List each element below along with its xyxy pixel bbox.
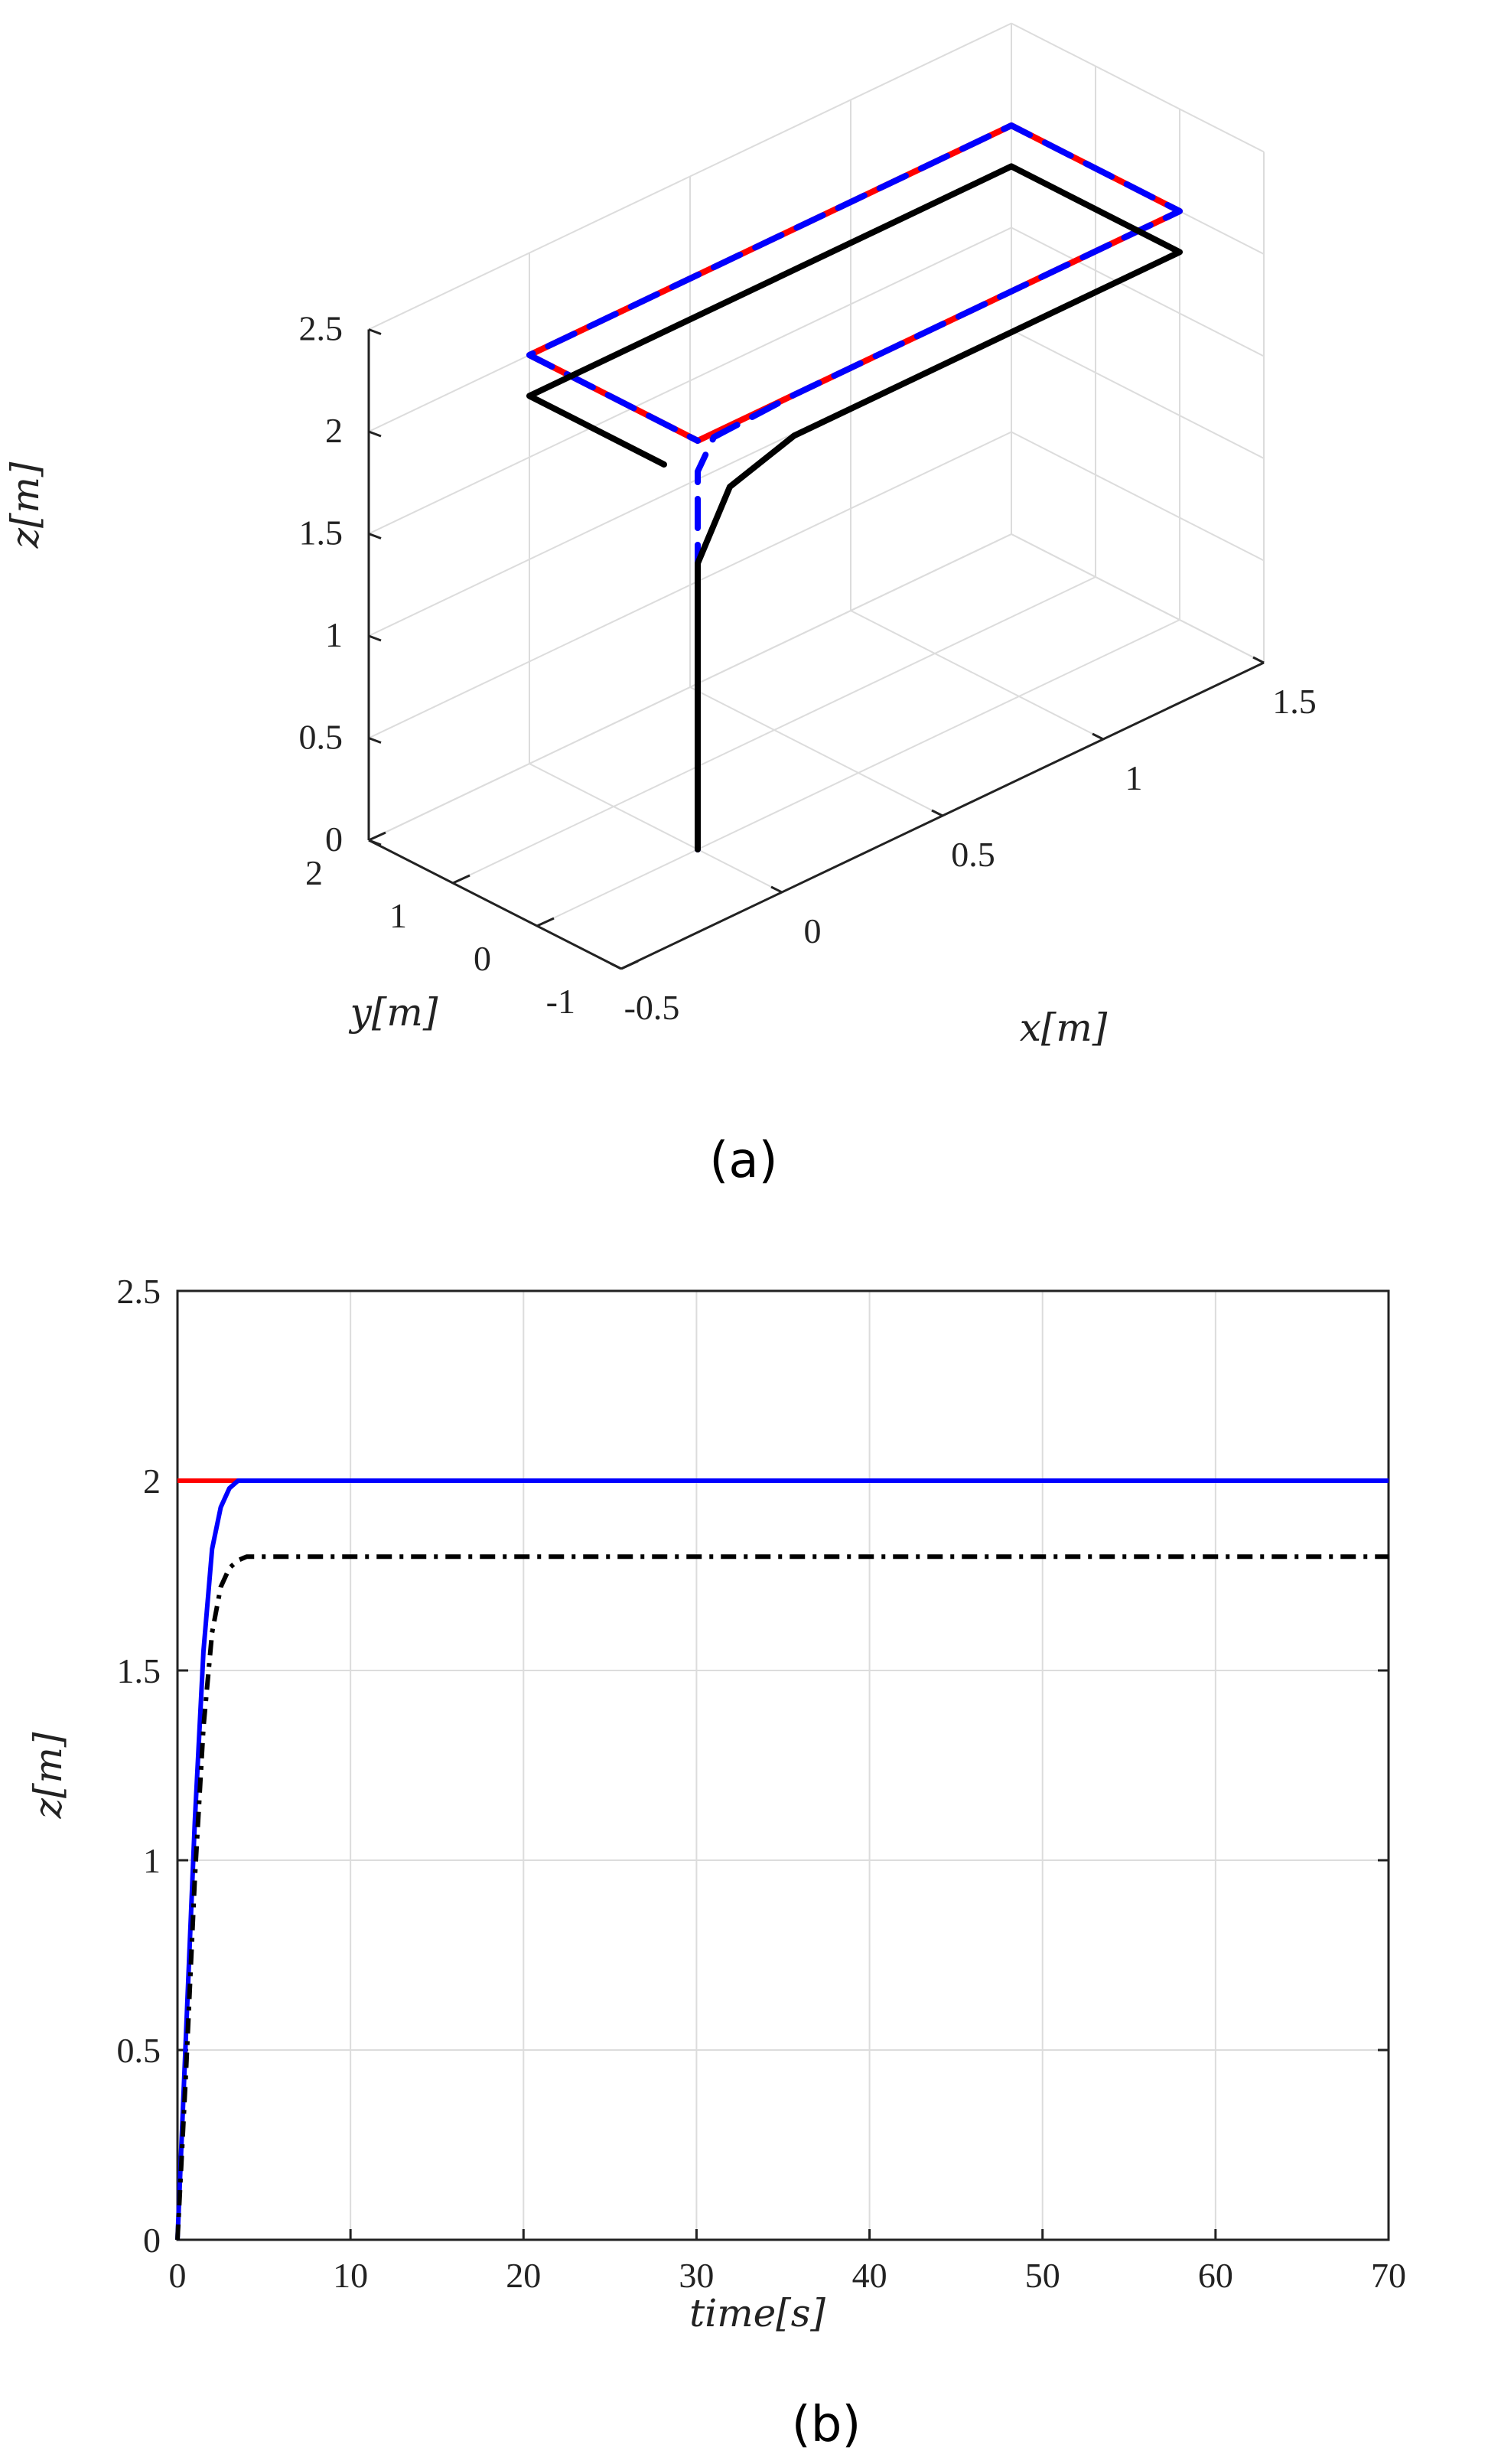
chart-a-zlabel: z[m]: [3, 461, 47, 549]
chart-b-tick-labels: 0 10 20 30 40 50 60 70 0 0.5 1 1.5 2 2.5: [117, 1272, 1407, 2295]
grid-line: [1011, 22, 1265, 153]
grid-line: [1011, 329, 1265, 459]
y-tick-label: 1: [143, 1841, 161, 1880]
x-tick-label: 60: [1198, 2256, 1233, 2295]
z-tick-label: 2: [325, 411, 343, 450]
x-tick-mark: [770, 885, 783, 894]
chart-b-series: [175, 1478, 1389, 2241]
y-tick-mark: [368, 831, 386, 842]
y-tick-mark: [536, 917, 555, 927]
grid-line: [1011, 227, 1265, 357]
x-tick-label: 1.5: [1272, 682, 1317, 721]
x-tick-mark: [1252, 656, 1265, 664]
grid-line: [689, 686, 943, 816]
grid-line: [1011, 431, 1265, 562]
chart-b-line-plot: 0 10 20 30 40 50 60 70 0 0.5 1 1.5 2 2.5 time[s] z[m]: [26, 1272, 1406, 2335]
series-blue-line: [175, 1478, 1389, 2241]
series-blue-trajectory: [526, 122, 1183, 852]
chart-a-axes: [367, 328, 1265, 970]
z-tick-label: 1: [325, 615, 343, 654]
grid-line: [368, 227, 1012, 535]
x-tick-label: 30: [679, 2256, 714, 2295]
x-tick-label: 0.5: [951, 835, 995, 874]
z-tick-mark: [368, 533, 382, 539]
z-tick-mark: [368, 430, 382, 438]
y-tick-label: -1: [546, 982, 575, 1021]
z-tick-mark: [368, 328, 382, 335]
y-tick-label: 1.5: [117, 1651, 161, 1690]
x-tick-label: 1: [1125, 758, 1143, 797]
grid-line: [368, 22, 1012, 331]
chart-a-ylabel: y[m]: [349, 990, 438, 1035]
x-tick-label: 40: [852, 2256, 887, 2295]
grid-line: [850, 610, 1104, 740]
x-tick-mark: [610, 962, 622, 970]
chart-a-xlabel: x[m]: [1020, 1005, 1108, 1050]
grid-line: [452, 576, 1096, 884]
grid-line: [368, 533, 1012, 841]
series-black-trajectory: [526, 163, 1183, 852]
y-tick-mark: [452, 874, 470, 885]
z-tick-mark: [368, 737, 382, 744]
chart-b-xlabel: time[s]: [689, 2291, 825, 2335]
z-tick-label: 0: [325, 820, 343, 859]
chart-a-tick-labels: 0 0.5 1 1.5 2 2.5 -1 0 1 2 -0.5 0 0.5 1 1.5: [299, 309, 1317, 1028]
grid-line: [536, 619, 1180, 927]
y-tick-label: 0.5: [117, 2031, 161, 2070]
x-tick-label: 20: [506, 2256, 541, 2295]
z-tick-mark: [368, 634, 382, 642]
chart-b-gridlines: [176, 1289, 1390, 2241]
z-tick-label: 1.5: [299, 513, 344, 552]
chart-a-series: [526, 122, 1183, 852]
y-tick-label: 1: [389, 896, 407, 935]
chart-b-ylabel: z[m]: [26, 1732, 70, 1819]
y-tick-mark: [620, 960, 639, 970]
x-tick-mark: [931, 809, 943, 817]
x-tick-label: 50: [1025, 2256, 1060, 2295]
y-axis-line: [368, 839, 622, 970]
chart-b-plot-frame: [176, 1289, 1390, 2241]
series-black-line: [175, 1554, 1389, 2241]
series-red-trajectory: [526, 122, 1183, 444]
x-tick-label: 70: [1371, 2256, 1406, 2295]
panel-a-label: (a): [709, 1133, 777, 1189]
grid-line: [368, 431, 1012, 739]
x-tick-label: 10: [333, 2256, 368, 2295]
x-tick-label: -0.5: [624, 988, 680, 1027]
y-tick-label: 2: [143, 1462, 161, 1501]
z-tick-mark: [368, 839, 382, 846]
x-tick-label: 0: [804, 911, 822, 950]
y-tick-label: 0: [143, 2221, 161, 2260]
z-tick-label: 0.5: [299, 718, 344, 757]
x-tick-mark: [1092, 732, 1104, 741]
y-tick-label: 0: [474, 939, 491, 978]
z-tick-label: 2.5: [299, 309, 344, 348]
grid-line: [529, 763, 783, 893]
grid-line: [1011, 533, 1265, 663]
chart-a-gridlines: [368, 22, 1265, 970]
y-tick-label: 2: [305, 853, 323, 892]
x-tick-label: 0: [169, 2256, 187, 2295]
y-tick-label: 2.5: [117, 1272, 161, 1311]
panel-b-label: (b): [792, 2397, 861, 2453]
